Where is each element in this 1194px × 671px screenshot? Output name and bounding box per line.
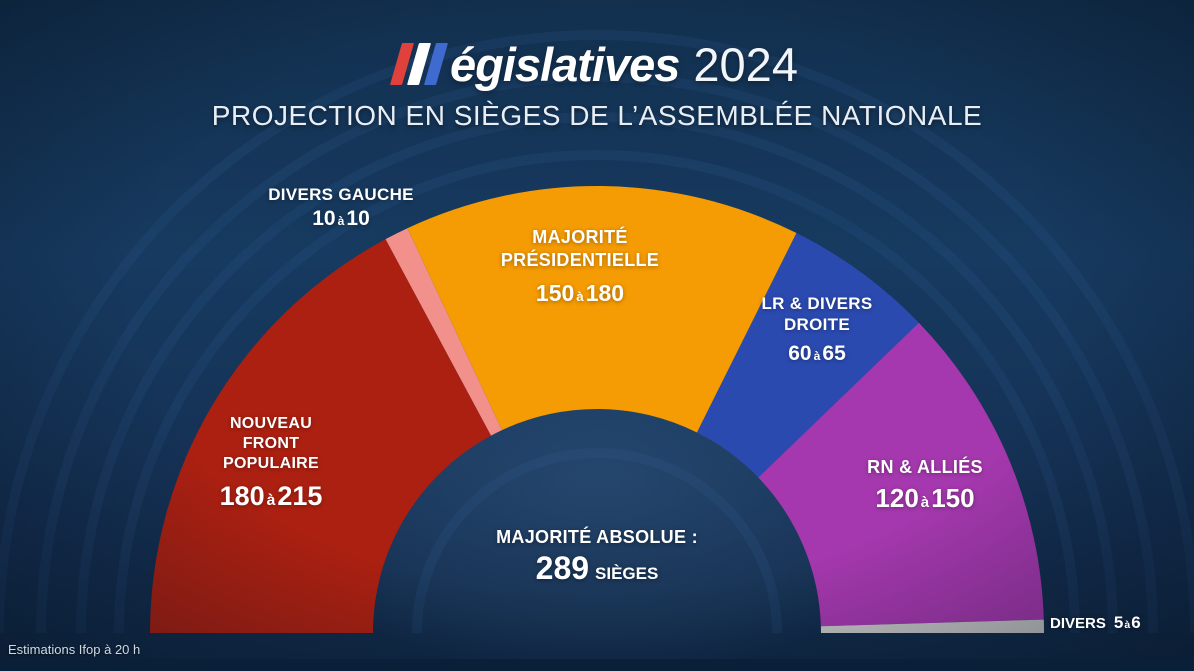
chart-segment-4 [758, 322, 1044, 627]
chart-segment-0 [150, 239, 492, 633]
bottom-strip [0, 659, 1194, 671]
label-lr-divers-droite: LR & DIVERS DROITE 60 à65 [754, 293, 880, 366]
range-min: 5 [1113, 613, 1124, 632]
segment-range: 150 à180 [495, 280, 665, 307]
range-sep: à [266, 492, 276, 509]
source-note: Estimations Ifop à 20 h [8, 642, 141, 657]
majority-value: 289 [535, 550, 590, 586]
range-sep: à [576, 289, 584, 304]
range-max: 150 [931, 482, 975, 513]
page-title: PROJECTION EN SIÈGES DE L’ASSEMBLÉE NATI… [211, 100, 983, 131]
range-min: 10 [312, 207, 336, 231]
range-max: 215 [277, 481, 323, 511]
chart-segment-5 [820, 619, 1044, 633]
chart-segments [150, 185, 1044, 633]
label-majorite-presidentielle: MAJORITÉ PRÉSIDENTIELLE 150 à180 [495, 226, 665, 307]
range-min: 120 [875, 482, 919, 513]
segment-name: RN & ALLIÉS [867, 457, 983, 477]
majority-value-line: 289 SIÈGES [447, 550, 747, 587]
logo-year: 2024 [693, 37, 798, 91]
chart-segment-3 [696, 232, 919, 478]
range-max: 6 [1131, 613, 1141, 632]
label-divers-gauche: DIVERS GAUCHE 10 à10 [246, 184, 436, 231]
majority-label: MAJORITÉ ABSOLUE : [496, 527, 698, 547]
chart-segment-2 [407, 185, 797, 433]
range-max: 10 [346, 207, 370, 231]
chart-segment-1 [385, 228, 502, 436]
segment-range: 180 à215 [200, 481, 342, 512]
range-min: 180 [219, 481, 265, 511]
label-nouveau-front-populaire: NOUVEAU FRONT POPULAIRE 180 à215 [214, 414, 328, 512]
segment-name: DIVERS [1050, 615, 1106, 632]
segment-name: NOUVEAU FRONT POPULAIRE [222, 415, 320, 472]
segment-name: MAJORITÉ PRÉSIDENTIELLE [500, 227, 660, 270]
segment-range: 120 à150 [845, 483, 1005, 514]
segment-range: 60 à65 [754, 342, 880, 366]
segment-name: LR & DIVERS DROITE [761, 294, 873, 335]
range-sep: à [920, 493, 930, 511]
range-min: 150 [535, 280, 575, 306]
range-max: 65 [822, 341, 846, 365]
label-rn-allies: RN & ALLIÉS 120 à150 [845, 456, 1005, 514]
range-sep: à [337, 214, 345, 229]
range-sep: à [1124, 619, 1131, 631]
background-hemicycle-rows [0, 30, 1194, 633]
range-min: 60 [788, 341, 812, 365]
header: égislatives 2024 PROJECTION EN SIÈGES DE… [0, 36, 1194, 132]
segment-range: 5à6 [1114, 613, 1141, 632]
label-divers: DIVERS 5à6 [1050, 613, 1190, 633]
range-sep: à [813, 348, 821, 363]
logo-title: égislatives [450, 37, 680, 91]
segment-name: DIVERS GAUCHE [268, 185, 414, 204]
majority-unit: SIÈGES [595, 564, 659, 583]
segment-range: 10 à10 [246, 207, 436, 231]
range-max: 180 [585, 280, 625, 306]
majority-callout: MAJORITÉ ABSOLUE : 289 SIÈGES [447, 527, 747, 587]
logo: égislatives 2024 [0, 36, 1194, 92]
tricolor-flag-icon [390, 43, 449, 85]
